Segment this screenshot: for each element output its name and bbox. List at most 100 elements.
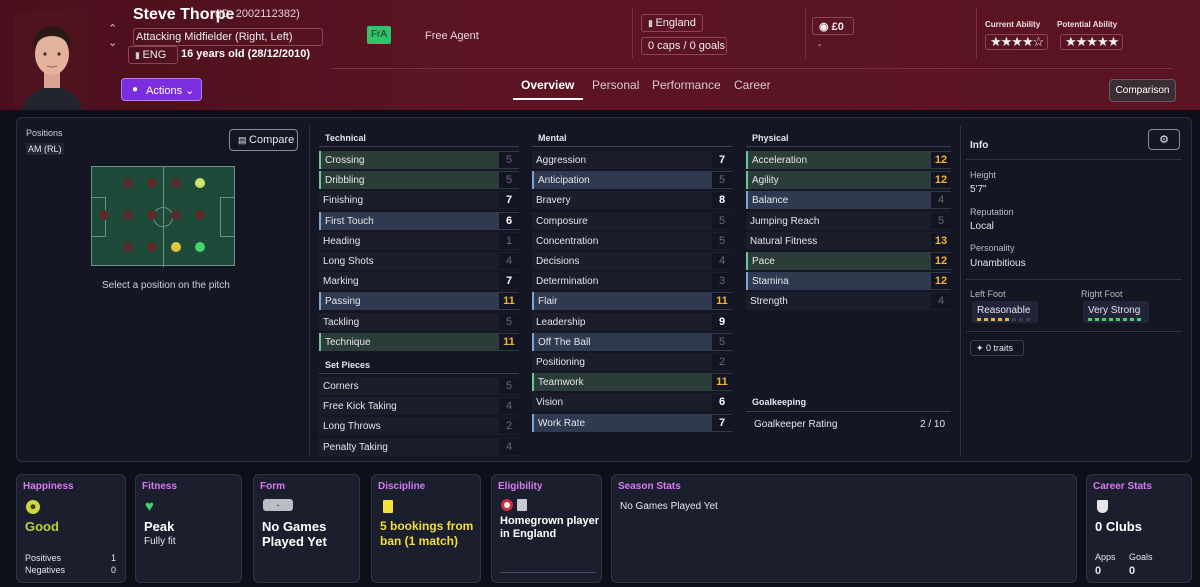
attribute-value: 2 bbox=[499, 418, 519, 435]
attribute-row[interactable]: Vision 6 bbox=[532, 393, 732, 412]
tab-performance[interactable]: Performance bbox=[652, 78, 721, 92]
position-pitch[interactable] bbox=[91, 166, 235, 267]
attribute-row[interactable]: Concentration 5 bbox=[532, 231, 732, 250]
attribute-row[interactable]: Acceleration 12 bbox=[746, 151, 951, 169]
attribute-row[interactable]: Determination 3 bbox=[532, 272, 732, 291]
attribute-name: Strength bbox=[750, 296, 788, 308]
attribute-row[interactable]: Flair 11 bbox=[532, 292, 732, 311]
technical-title: Technical bbox=[325, 133, 366, 143]
tab-career[interactable]: Career bbox=[734, 78, 771, 92]
pitch-position[interactable] bbox=[147, 178, 157, 188]
discipline-value: 5 bookings from ban (1 match) bbox=[380, 519, 474, 548]
fitness-card[interactable]: Fitness ♥ Peak Fully fit bbox=[135, 474, 242, 583]
pitch-position[interactable] bbox=[171, 178, 181, 188]
attribute-row[interactable]: Balance 4 bbox=[746, 191, 951, 210]
attribute-row[interactable]: Aggression 7 bbox=[532, 151, 732, 169]
pitch-position[interactable] bbox=[171, 210, 181, 220]
divider bbox=[332, 68, 1172, 69]
attribute-value: 9 bbox=[712, 313, 732, 330]
next-player-icon[interactable]: ⌄ bbox=[108, 37, 118, 49]
attribute-value: 6 bbox=[712, 394, 732, 411]
attribute-row[interactable]: Agility 12 bbox=[746, 171, 951, 190]
attribute-name: Work Rate bbox=[538, 417, 586, 429]
attribute-row[interactable]: Free Kick Taking 4 bbox=[319, 397, 519, 416]
tag-icon: ◉ bbox=[819, 21, 832, 33]
attribute-row[interactable]: Passing 11 bbox=[319, 292, 519, 311]
compare-button[interactable]: ▤ Compare bbox=[229, 129, 298, 151]
pitch-position[interactable] bbox=[171, 242, 181, 252]
attribute-name: Natural Fitness bbox=[750, 235, 818, 247]
attribute-row[interactable]: Off The Ball 5 bbox=[532, 332, 732, 351]
attribute-row[interactable]: Heading 1 bbox=[319, 231, 519, 250]
happy-face-icon: ☻ bbox=[26, 500, 40, 514]
info-settings-button[interactable]: ⚙ bbox=[1148, 129, 1180, 150]
attribute-row[interactable]: Dribbling 5 bbox=[319, 171, 519, 190]
person-icon: ● bbox=[132, 84, 139, 95]
attribute-row[interactable]: Corners 5 bbox=[319, 377, 519, 395]
discipline-card[interactable]: Discipline 5 bookings from ban (1 match) bbox=[371, 474, 481, 583]
foot-strength-bar bbox=[1116, 318, 1120, 321]
attribute-row[interactable]: Tackling 5 bbox=[319, 312, 519, 331]
foot-strength-bar bbox=[1019, 318, 1023, 321]
caps-box: 0 caps / 0 goals bbox=[641, 37, 727, 55]
discipline-title: Discipline bbox=[378, 481, 426, 492]
attribute-value: 7 bbox=[712, 152, 732, 168]
attribute-row[interactable]: Jumping Reach 5 bbox=[746, 211, 951, 230]
attribute-row[interactable]: First Touch 6 bbox=[319, 211, 519, 230]
happiness-card[interactable]: Happiness ☻ Good Positives 1 Negatives 0 bbox=[16, 474, 126, 583]
form-card[interactable]: Form - No Games Played Yet bbox=[253, 474, 360, 583]
pitch-position[interactable] bbox=[147, 242, 157, 252]
attribute-row[interactable]: Decisions 4 bbox=[532, 252, 732, 270]
attribute-value: 5 bbox=[712, 212, 732, 229]
attribute-row[interactable]: Stamina 12 bbox=[746, 272, 951, 291]
actions-button[interactable]: ● Actions ⌄ bbox=[121, 78, 202, 101]
comparison-button[interactable]: Comparison bbox=[1109, 79, 1176, 102]
previous-player-icon[interactable]: ⌃ bbox=[108, 23, 118, 35]
attribute-row[interactable]: Finishing 7 bbox=[319, 191, 519, 210]
eligibility-card[interactable]: Eligibility Homegrown player in England bbox=[491, 474, 602, 583]
attribute-row[interactable]: Marking 7 bbox=[319, 272, 519, 291]
attribute-row[interactable]: Anticipation 5 bbox=[532, 171, 732, 190]
attribute-row[interactable]: Technique 11 bbox=[319, 332, 519, 351]
attribute-row[interactable]: Pace 12 bbox=[746, 252, 951, 270]
attribute-row[interactable]: Crossing 5 bbox=[319, 151, 519, 169]
pitch-position[interactable] bbox=[123, 178, 133, 188]
pitch-position[interactable] bbox=[147, 210, 157, 220]
attribute-name: Aggression bbox=[536, 155, 587, 166]
attribute-name: Teamwork bbox=[538, 377, 584, 389]
form-title: Form bbox=[260, 481, 285, 492]
traits-button[interactable]: ✦ 0 traits bbox=[970, 340, 1024, 356]
pitch-position[interactable] bbox=[195, 242, 205, 252]
attribute-row[interactable]: Long Throws 2 bbox=[319, 417, 519, 436]
eligibility-value: Homegrown player in England bbox=[500, 515, 600, 540]
attribute-row[interactable]: Composure 5 bbox=[532, 211, 732, 230]
attribute-row[interactable]: Strength 4 bbox=[746, 292, 951, 311]
attribute-name: Jumping Reach bbox=[750, 215, 820, 227]
attribute-row[interactable]: Penalty Taking 4 bbox=[319, 437, 519, 456]
pitch-position[interactable] bbox=[123, 210, 133, 220]
pitch-position[interactable] bbox=[99, 210, 109, 220]
foot-strength-bar bbox=[991, 318, 995, 321]
pitch-position[interactable] bbox=[123, 242, 133, 252]
england-badge-icon bbox=[501, 499, 513, 511]
nation-box[interactable]: ▮ England bbox=[641, 14, 703, 32]
pitch-position[interactable] bbox=[195, 178, 205, 188]
attribute-row[interactable]: Teamwork 11 bbox=[532, 373, 732, 392]
shield-icon bbox=[517, 499, 527, 511]
career-stats-card[interactable]: Career Stats 0 Clubs Apps Goals 0 0 bbox=[1086, 474, 1192, 583]
attribute-row[interactable]: Leadership 9 bbox=[532, 312, 732, 331]
attribute-value: 8 bbox=[712, 192, 732, 209]
attribute-row[interactable]: Long Shots 4 bbox=[319, 252, 519, 270]
season-stats-card[interactable]: Season Stats No Games Played Yet bbox=[611, 474, 1077, 583]
foot-strength-bar bbox=[1026, 318, 1030, 321]
attribute-row[interactable]: Bravery 8 bbox=[532, 191, 732, 210]
attribute-row[interactable]: Positioning 2 bbox=[532, 353, 732, 371]
tab-overview[interactable]: Overview bbox=[521, 78, 575, 92]
right-foot-box: Very Strong bbox=[1083, 301, 1149, 323]
attribute-row[interactable]: Natural Fitness 13 bbox=[746, 231, 951, 250]
value-text: £0 bbox=[831, 21, 844, 33]
attribute-row[interactable]: Work Rate 7 bbox=[532, 413, 732, 432]
pitch-position[interactable] bbox=[195, 210, 205, 220]
attribute-value: 11 bbox=[499, 333, 519, 350]
tab-personal[interactable]: Personal bbox=[592, 78, 640, 92]
